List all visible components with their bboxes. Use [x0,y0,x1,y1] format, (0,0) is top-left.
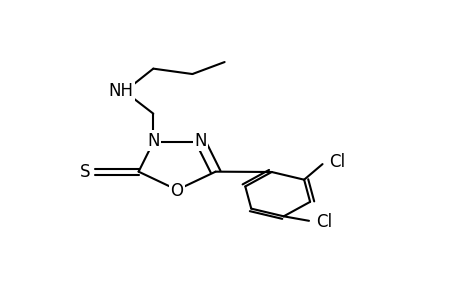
Text: Cl: Cl [329,153,345,171]
Text: N: N [194,132,207,150]
Text: Cl: Cl [315,213,331,231]
Text: NH: NH [108,82,133,100]
Text: O: O [170,182,183,200]
Text: N: N [147,132,159,150]
Text: S: S [79,163,90,181]
